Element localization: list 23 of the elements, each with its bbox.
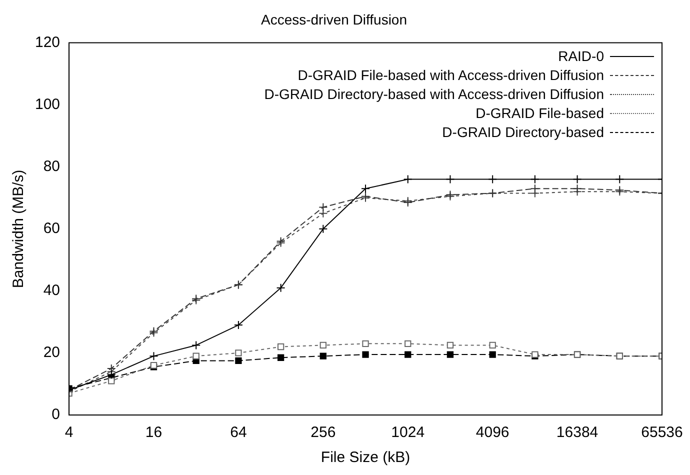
- y-tick-label: 80: [43, 158, 60, 176]
- y-tick-label: 0: [52, 406, 60, 424]
- x-tick-label: 16384: [556, 424, 598, 442]
- legend-label: D-GRAID Directory-based with Access-driven Diffusion: [264, 84, 604, 104]
- legend-label: D-GRAID File-based: [476, 104, 604, 123]
- y-axis-title: Bandwidth (MB/s): [10, 170, 28, 288]
- y-tick-label: 60: [43, 220, 60, 238]
- x-tick-label: 1024: [391, 424, 425, 442]
- x-tick-label: 16: [145, 424, 162, 442]
- x-tick-label: 256: [310, 424, 336, 442]
- legend-label: RAID-0: [558, 46, 604, 66]
- y-tick-label: 100: [34, 96, 60, 113]
- y-tick-label: 120: [34, 34, 60, 51]
- y-tick-label: 20: [43, 344, 60, 362]
- x-tick-label: 64: [230, 424, 247, 442]
- x-axis-title: File Size (kB): [320, 449, 410, 466]
- chart-title: Access-driven Diffusion: [260, 11, 408, 28]
- legend-label: D-GRAID File-based with Access-driven Diffusion: [298, 66, 604, 85]
- x-tick-label: 65536: [641, 424, 683, 442]
- x-tick-label: 4096: [476, 424, 510, 442]
- x-tick-label: 4: [64, 424, 74, 442]
- legend-label: D-GRAID Directory-based: [442, 122, 604, 142]
- y-tick-label: 40: [43, 282, 60, 300]
